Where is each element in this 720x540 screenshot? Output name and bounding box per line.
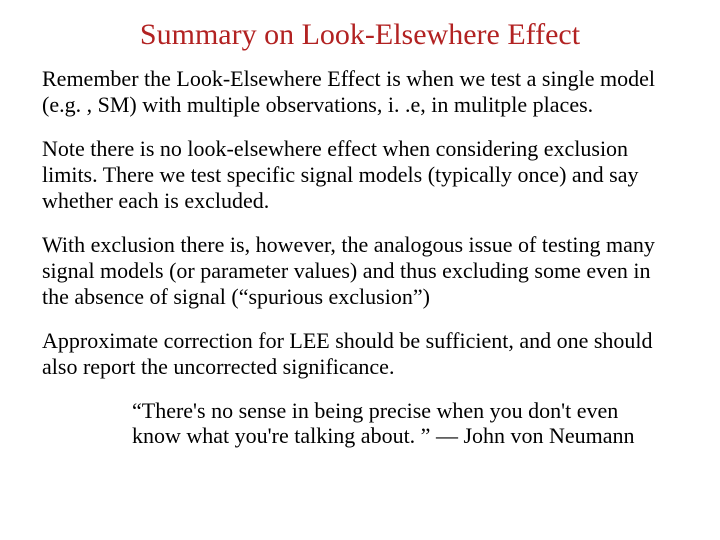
paragraph-3: With exclusion there is, however, the an… bbox=[42, 232, 678, 310]
paragraph-4: Approximate correction for LEE should be… bbox=[42, 328, 678, 380]
slide: Summary on Look-Elsewhere Effect Remembe… bbox=[0, 0, 720, 540]
paragraph-1: Remember the Look-Elsewhere Effect is wh… bbox=[42, 66, 678, 118]
paragraph-2: Note there is no look-elsewhere effect w… bbox=[42, 136, 678, 214]
quote: “There's no sense in being precise when … bbox=[132, 398, 678, 450]
slide-title: Summary on Look-Elsewhere Effect bbox=[42, 18, 678, 52]
